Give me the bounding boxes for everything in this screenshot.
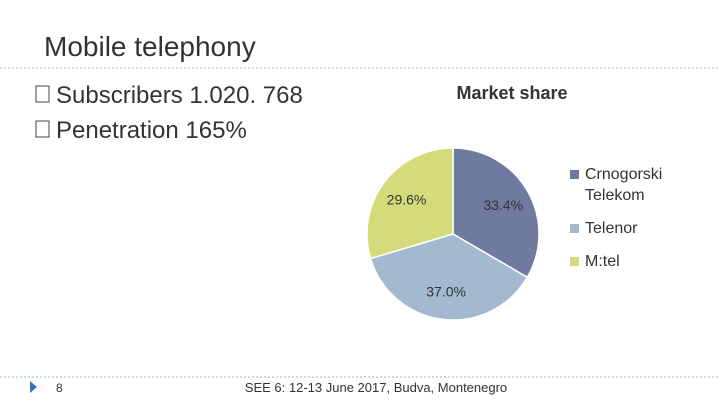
legend-swatch (570, 257, 579, 266)
pie-slice (366, 147, 454, 260)
page-number: 8 (56, 381, 63, 395)
bullet-text: Subscribers 1.020. 768 (56, 82, 303, 109)
data-label: 29.6% (387, 191, 427, 207)
bullet-icon (35, 120, 50, 138)
legend-label: Crnogorski Telekom (585, 166, 663, 204)
bullet-icon (35, 85, 50, 103)
legend: Crnogorski Telekom Telenor M:tel (570, 164, 690, 284)
pie-slice (452, 147, 540, 279)
legend-label: M:tel (585, 253, 620, 270)
legend-item: Crnogorski Telekom (570, 164, 690, 206)
footer-text: SEE 6: 12-13 June 2017, Budva, Montenegr… (245, 380, 507, 395)
slide-title: Mobile telephony (44, 31, 256, 62)
legend-item: M:tel (570, 251, 690, 272)
pie: 33.4% 37.0% 29.6% (366, 147, 540, 321)
data-label: 37.0% (426, 284, 466, 300)
data-label: 33.4% (483, 197, 523, 213)
legend-label: Telenor (585, 220, 638, 237)
pie-slice (369, 233, 529, 321)
legend-swatch (570, 170, 579, 179)
bullet-text: Penetration 165% (56, 117, 247, 144)
footer-marker (30, 381, 37, 393)
chart-title: Market share (456, 83, 567, 103)
legend-item: Telenor (570, 218, 690, 239)
legend-swatch (570, 224, 579, 233)
